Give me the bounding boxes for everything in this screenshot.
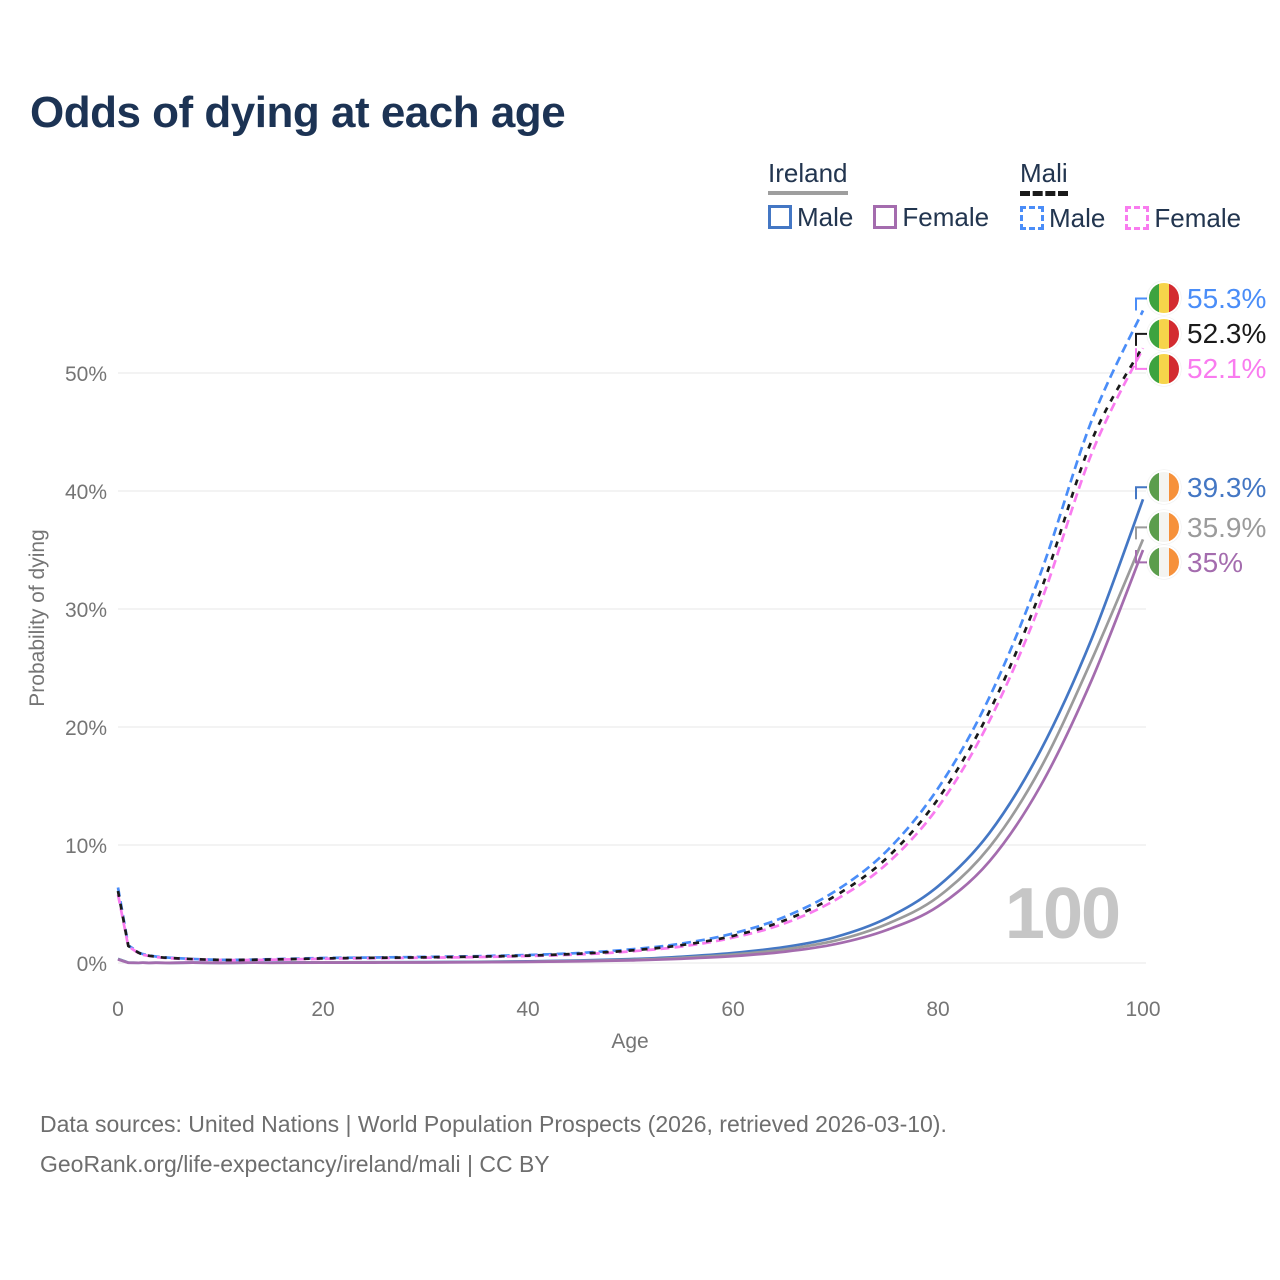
legend-group-mali: Mali Male Female <box>1020 158 1241 232</box>
legend-item-mali-male[interactable]: Male <box>1020 204 1105 232</box>
end-value-label: 55.3% <box>1187 282 1267 314</box>
end-value-label: 35.9% <box>1187 511 1267 543</box>
legend-item-mali-female[interactable]: Female <box>1125 204 1241 232</box>
x-tick-label: 60 <box>721 998 744 1021</box>
y-tick-label: 50% <box>65 363 107 386</box>
end-label-connector-ireland-female <box>1135 550 1147 564</box>
end-label-connector-mali-male <box>1135 297 1147 311</box>
legend-group-ireland: Ireland Male Female <box>768 158 989 231</box>
legend-heading-mali[interactable]: Mali <box>1020 158 1068 196</box>
mali-flag-icon <box>1147 351 1181 386</box>
ireland-flag-icon <box>1147 510 1181 545</box>
end-value-label: 52.1% <box>1187 353 1267 385</box>
y-tick-label: 20% <box>65 717 107 740</box>
x-tick-label: 0 <box>112 998 124 1021</box>
curve-mali-female[interactable] <box>116 347 1145 962</box>
x-tick-label: 100 <box>1125 998 1160 1021</box>
end-label-connector-ireland-all <box>1135 526 1147 540</box>
attribution-line: GeoRank.org/life-expectancy/ireland/mali… <box>40 1151 550 1177</box>
end-label-connector-ireland-male <box>1135 486 1147 500</box>
legend-label: Male <box>797 202 854 232</box>
hover-age-watermark: 100 <box>1005 874 1119 954</box>
x-tick-label: 40 <box>516 998 539 1021</box>
end-label-connector-mali-female <box>1135 348 1147 370</box>
legend-heading-ireland[interactable]: Ireland <box>768 158 848 195</box>
legend-label: Male <box>1049 203 1106 233</box>
legend-item-ireland-female[interactable]: Female <box>873 203 989 231</box>
footer: Data sources: United Nations | World Pop… <box>40 1104 947 1184</box>
mali-flag-icon <box>1147 316 1181 351</box>
legend-label: Female <box>902 202 990 232</box>
legend-items-ireland: Male Female <box>768 203 989 231</box>
mali-male-swatch-icon <box>1020 206 1044 230</box>
y-tick-label: 10% <box>65 835 107 858</box>
curve-mali-all[interactable] <box>116 345 1145 962</box>
end-label-ireland-all: 35.9% <box>1147 510 1267 545</box>
x-tick-label: 20 <box>311 998 334 1021</box>
ireland-flag-icon <box>1147 545 1181 580</box>
x-axis-title: Age <box>611 1030 648 1053</box>
ireland-flag-icon <box>1147 470 1181 505</box>
end-label-mali-female: 52.1% <box>1147 351 1267 386</box>
ireland-male-swatch-icon <box>768 205 792 229</box>
y-tick-label: 40% <box>65 481 107 504</box>
end-label-connector-mali-all <box>1135 332 1147 346</box>
end-label-mali-all: 52.3% <box>1147 316 1267 351</box>
end-value-label: 39.3% <box>1187 471 1267 503</box>
mali-flag-icon <box>1147 281 1181 316</box>
end-value-label: 35% <box>1187 546 1244 578</box>
data-sources-line: Data sources: United Nations | World Pop… <box>40 1111 947 1137</box>
curve-ireland-female[interactable] <box>117 549 1145 965</box>
legend-items-mali: Male Female <box>1020 204 1241 232</box>
legend-label: Female <box>1154 203 1242 233</box>
x-tick-label: 80 <box>926 998 949 1021</box>
page-title: Odds of dying at each age <box>30 88 566 137</box>
mali-female-swatch-icon <box>1125 206 1150 230</box>
end-value-label: 52.3% <box>1187 318 1267 350</box>
end-label-ireland-male: 39.3% <box>1147 470 1267 505</box>
y-tick-label: 0% <box>77 953 107 976</box>
y-axis-title: Probability of dying <box>26 529 49 706</box>
ireland-female-swatch-icon <box>873 205 898 229</box>
end-label-ireland-female: 35% <box>1147 545 1244 580</box>
y-tick-label: 30% <box>65 599 107 622</box>
curve-ireland-all[interactable] <box>117 538 1145 965</box>
legend-item-ireland-male[interactable]: Male <box>768 203 853 231</box>
curve-ireland-male[interactable] <box>117 498 1145 965</box>
end-label-mali-male: 55.3% <box>1147 281 1267 316</box>
